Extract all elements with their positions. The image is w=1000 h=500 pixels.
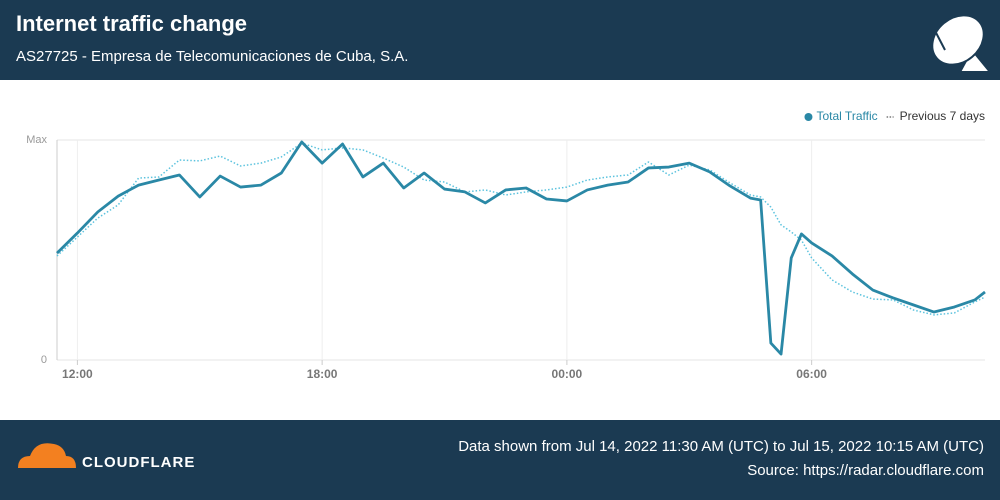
- plot: 0 Max 12:00 18:00 00:00 06:00 Previous 7 days T…: [26, 109, 986, 381]
- legend-marker: [804, 113, 813, 121]
- legend-label: Previous 7 days: [900, 109, 985, 123]
- subtitle: AS27725 - Empresa de Telecomunicaciones …: [16, 48, 408, 65]
- x-tick-label: 12:00: [62, 367, 93, 381]
- brand: CLOUDFLARE: [82, 454, 195, 471]
- source: Source: https://radar.cloudflare.com: [747, 462, 984, 479]
- header-bar: [0, 0, 1000, 80]
- footer-bar: [0, 420, 1000, 500]
- series-line: [56, 142, 986, 316]
- y-tick-label: 0: [41, 354, 47, 366]
- series-line: [56, 140, 986, 356]
- x-tick-label: 00:00: [552, 367, 583, 381]
- y-tick-label: Max: [26, 134, 47, 146]
- cloudflare-logo: CLOUDFLARE: [18, 443, 195, 471]
- x-tick-label: 18:00: [307, 367, 338, 381]
- x-tick-label: 06:00: [796, 367, 827, 381]
- title: Internet traffic change: [16, 11, 247, 36]
- dish-icon: [931, 14, 993, 73]
- date-range: Data shown from Jul 14, 2022 11:30 AM (U…: [458, 438, 984, 455]
- legend-label: Total Traffic: [816, 109, 877, 123]
